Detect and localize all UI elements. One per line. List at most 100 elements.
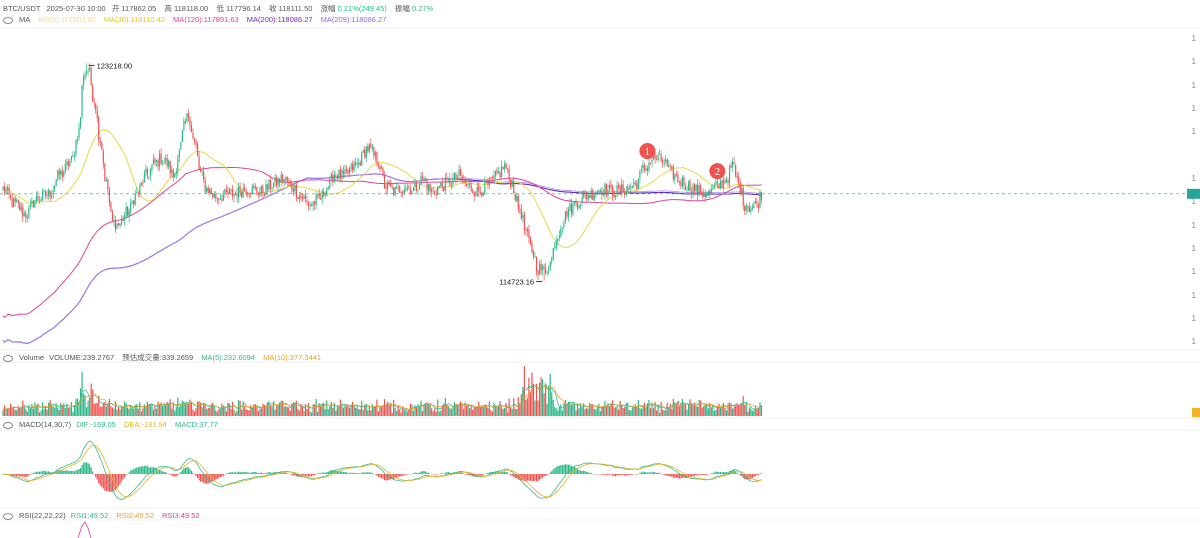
macd-bar bbox=[567, 464, 570, 474]
candle-body bbox=[456, 176, 459, 180]
volume-bar bbox=[356, 404, 358, 416]
candle-body bbox=[250, 194, 252, 195]
volume-bar bbox=[450, 408, 452, 416]
volume-bar bbox=[545, 384, 547, 416]
candle-body bbox=[589, 195, 591, 198]
candle-body bbox=[184, 121, 186, 124]
candle-body bbox=[522, 215, 524, 219]
volume-bar bbox=[648, 399, 650, 416]
volume-bar bbox=[542, 379, 544, 416]
macd-bar bbox=[529, 474, 532, 481]
candle-body bbox=[128, 210, 130, 218]
macd-bar bbox=[657, 472, 659, 474]
macd-bar bbox=[684, 474, 687, 478]
macd-bar bbox=[228, 472, 231, 474]
macd-bar bbox=[461, 472, 463, 474]
macd-bar bbox=[347, 472, 349, 474]
rsi-legend[interactable]: RSI(22,22,22) RSI1:49.52 RSI2:49.52 RSI3… bbox=[3, 511, 206, 520]
ma5-value: MA(5):117603.92 bbox=[38, 15, 96, 24]
macd-bar bbox=[491, 471, 494, 474]
volume-bar bbox=[669, 403, 671, 416]
volume-bar bbox=[168, 403, 170, 416]
volume-bar bbox=[105, 406, 107, 416]
volume-bar bbox=[119, 409, 121, 416]
macd-bar bbox=[295, 474, 297, 477]
macd-bar bbox=[168, 473, 170, 474]
volume-bar bbox=[394, 407, 396, 416]
macd-bar bbox=[581, 470, 583, 474]
volume-bar bbox=[567, 401, 570, 416]
candle-body bbox=[192, 133, 194, 139]
volume-bar bbox=[69, 407, 71, 416]
candle-body bbox=[446, 177, 448, 179]
candle-body bbox=[385, 186, 387, 189]
candle-body bbox=[341, 170, 343, 179]
ma30-line bbox=[2, 129, 762, 248]
volume-bar bbox=[482, 406, 484, 416]
volume-bar bbox=[143, 404, 145, 416]
volume-bar bbox=[491, 411, 494, 416]
amp-value: 0.27% bbox=[412, 4, 434, 13]
volume-bar bbox=[11, 407, 13, 416]
volume-bar bbox=[86, 407, 88, 416]
volume-bar bbox=[633, 407, 635, 416]
volume-bar bbox=[282, 400, 284, 416]
macd-legend[interactable]: MACD(14,30,7) DIF:-169.05 DEA:-181.94 MA… bbox=[3, 420, 224, 429]
eye-icon[interactable] bbox=[3, 421, 13, 429]
candle-body bbox=[736, 175, 738, 179]
candle-body bbox=[44, 191, 47, 196]
macd-bar bbox=[519, 474, 521, 480]
candle-body bbox=[742, 188, 744, 206]
candle-body bbox=[198, 156, 200, 170]
candle-body bbox=[180, 142, 182, 150]
volume-bar bbox=[178, 406, 180, 416]
candle-body bbox=[415, 182, 418, 191]
volume-bar bbox=[248, 410, 250, 416]
macd-bar bbox=[618, 474, 620, 476]
macd-bar bbox=[627, 474, 629, 476]
volume-legend[interactable]: Volume VOLUME:239.2767 预估成交量:339.2659 MA… bbox=[3, 352, 327, 363]
macd-bar bbox=[314, 474, 316, 476]
macd-bar bbox=[105, 474, 107, 491]
candle-body bbox=[314, 201, 316, 205]
macd-bar bbox=[466, 474, 468, 475]
macd-bar bbox=[487, 473, 489, 474]
candle-body bbox=[719, 181, 722, 189]
macd-bar bbox=[669, 474, 671, 477]
volume-bar bbox=[564, 399, 566, 416]
macd-bar bbox=[725, 471, 728, 474]
volume-bar bbox=[201, 407, 203, 416]
candle-body bbox=[101, 142, 103, 150]
eye-icon[interactable] bbox=[3, 16, 13, 24]
ma-legend[interactable]: MA MA(5):117603.92 MA(30):118110.42 MA(1… bbox=[3, 15, 392, 24]
volume-bar bbox=[610, 403, 612, 416]
volume-bar bbox=[680, 404, 682, 416]
volume-bar bbox=[66, 403, 68, 416]
macd-bar bbox=[271, 472, 273, 474]
candle-body bbox=[113, 219, 115, 222]
candle-body bbox=[750, 208, 752, 212]
volume-bar bbox=[359, 408, 361, 416]
volume-bar bbox=[60, 403, 62, 416]
candle-body bbox=[81, 85, 83, 117]
eye-icon[interactable] bbox=[3, 354, 13, 362]
macd-bar bbox=[72, 470, 74, 474]
volume-bar bbox=[511, 408, 513, 416]
candle-body bbox=[753, 204, 755, 208]
candle-body bbox=[575, 202, 577, 204]
candle-body bbox=[704, 193, 706, 198]
volume-bar bbox=[99, 406, 101, 416]
macd-bar bbox=[324, 472, 326, 474]
volume-bar bbox=[41, 402, 44, 416]
volume-bar bbox=[745, 403, 747, 416]
volume-bar bbox=[426, 402, 428, 416]
peak1-marker bbox=[639, 143, 656, 160]
volume-bar bbox=[593, 408, 595, 416]
candle-body bbox=[75, 139, 77, 155]
eye-icon[interactable] bbox=[3, 512, 13, 520]
volume-bar bbox=[61, 405, 63, 416]
macd-bar bbox=[467, 474, 469, 476]
candle-body bbox=[504, 163, 506, 169]
candle-body bbox=[418, 184, 421, 190]
